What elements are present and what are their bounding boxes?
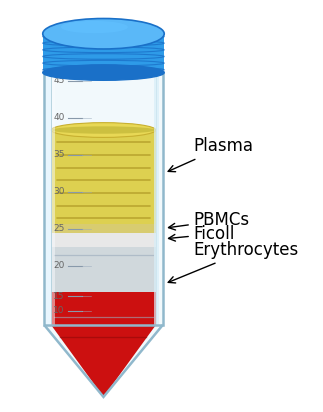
Ellipse shape [43, 19, 164, 49]
Bar [154, 73, 159, 325]
Text: Ficoll: Ficoll [169, 225, 235, 243]
Text: 25: 25 [53, 224, 65, 233]
Bar [51, 225, 156, 233]
Bar [44, 73, 163, 325]
Polygon shape [44, 325, 163, 397]
Text: 30: 30 [53, 187, 65, 196]
Bar [46, 73, 51, 325]
Ellipse shape [51, 123, 156, 138]
Text: 45: 45 [53, 76, 65, 85]
Bar [51, 247, 156, 325]
Ellipse shape [51, 126, 156, 134]
Ellipse shape [43, 65, 164, 80]
Text: 20: 20 [53, 261, 65, 270]
Bar [52, 73, 55, 325]
Bar [51, 130, 156, 225]
Text: 10: 10 [53, 306, 65, 315]
Bar [51, 292, 156, 325]
Text: 40: 40 [53, 113, 65, 122]
Bar [52, 66, 155, 76]
Text: Erythrocytes: Erythrocytes [168, 241, 299, 283]
Bar [44, 73, 163, 325]
Text: 35: 35 [53, 150, 65, 159]
Text: PBMCs: PBMCs [169, 211, 250, 230]
Text: Plasma: Plasma [168, 138, 254, 172]
Text: 15: 15 [53, 292, 65, 301]
Polygon shape [51, 325, 156, 397]
Ellipse shape [61, 21, 128, 33]
Bar [43, 34, 164, 70]
Bar [51, 233, 156, 247]
